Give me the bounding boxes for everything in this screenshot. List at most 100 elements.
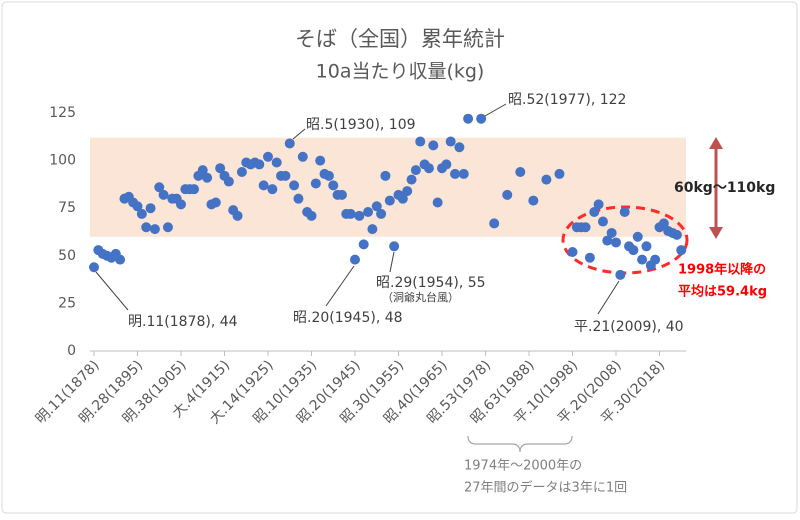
data-point [584, 252, 595, 263]
note-brace [467, 435, 573, 453]
annotation: 昭.20(1945), 48 [293, 310, 403, 326]
arrow-head [709, 227, 723, 239]
data-point [202, 172, 213, 183]
data-point [632, 231, 643, 242]
data-point [115, 254, 126, 265]
data-point [615, 269, 626, 280]
data-point [406, 174, 417, 185]
data-point [345, 208, 356, 219]
data-point [445, 136, 456, 147]
data-point [384, 195, 395, 206]
average-note: 平均は59.4kg [678, 284, 767, 300]
data-point [380, 170, 391, 181]
data-point [363, 207, 374, 218]
data-point [628, 245, 639, 256]
leader-line [389, 251, 395, 273]
chart-subtitle: 10a当たり収量(kg) [316, 61, 485, 83]
data-point [611, 237, 621, 248]
data-point [358, 239, 369, 250]
data-point [441, 159, 452, 170]
data-point [371, 201, 382, 212]
data-point [236, 167, 247, 178]
chart-title: そば（全国）累年統計 [295, 27, 505, 51]
note: 1974年～2000年の [464, 459, 582, 474]
data-point [410, 165, 421, 176]
data-point [658, 218, 669, 229]
leader-line [484, 103, 507, 117]
data-point [589, 207, 600, 218]
annotation: 明.11(1878), 44 [128, 314, 238, 330]
data-point [145, 203, 156, 214]
data-point [580, 222, 591, 233]
note: 27年間のデータは3年に1回 [464, 480, 627, 496]
y-tick-label: 75 [58, 200, 76, 216]
data-point [210, 197, 221, 208]
data-point [328, 180, 339, 191]
data-point [454, 142, 465, 153]
data-point [650, 254, 661, 265]
leader-line [597, 280, 620, 315]
data-point [397, 193, 408, 204]
data-point [232, 210, 243, 221]
data-point [350, 254, 360, 265]
leader-line [95, 271, 129, 311]
data-point [132, 201, 143, 212]
data-point [671, 229, 682, 240]
data-point [293, 193, 304, 204]
data-point [619, 207, 630, 218]
data-point [354, 210, 365, 221]
y-tick-label: 25 [58, 295, 76, 311]
data-point [593, 199, 604, 210]
data-point [136, 208, 147, 219]
annotation: 昭.52(1977), 122 [508, 92, 626, 108]
data-point [567, 246, 578, 257]
band-label: 60kg～110kg [674, 180, 775, 196]
data-point [450, 168, 461, 179]
data-point [402, 186, 413, 197]
data-point [284, 138, 295, 149]
data-point [141, 222, 152, 233]
data-point [158, 189, 169, 200]
data-point [223, 176, 234, 187]
data-point [463, 113, 474, 124]
annotation: 昭.29(1954), 55 [376, 275, 486, 291]
data-point [323, 170, 334, 181]
data-point [415, 136, 426, 147]
data-point [280, 170, 291, 181]
y-tick-label: 125 [49, 105, 76, 121]
data-point [289, 180, 300, 191]
data-point [89, 262, 99, 273]
data-point [297, 151, 308, 162]
data-point [154, 182, 165, 193]
data-point [376, 208, 387, 219]
data-point [215, 163, 226, 174]
highlight-ellipse [561, 205, 689, 275]
data-point [637, 254, 648, 265]
data-point [162, 222, 173, 233]
y-tick-label: 100 [49, 153, 76, 169]
annotation: 昭.5(1930), 109 [306, 117, 416, 133]
annotation: 平.21(2009), 40 [574, 319, 684, 335]
data-point [254, 159, 265, 170]
data-point [336, 189, 347, 200]
y-tick-label: 0 [67, 343, 76, 359]
leader-line [325, 265, 355, 307]
leader-line [292, 128, 306, 140]
data-point [197, 165, 208, 176]
data-point [602, 235, 613, 246]
data-point [458, 168, 469, 179]
data-point [271, 157, 282, 168]
data-point [263, 151, 273, 162]
data-point [310, 178, 321, 189]
data-point [554, 168, 565, 179]
data-point [176, 199, 186, 210]
data-point [541, 174, 552, 185]
data-point [641, 241, 652, 252]
data-point [515, 167, 526, 178]
data-point [267, 184, 278, 195]
data-point [389, 241, 400, 252]
data-point [528, 195, 539, 206]
